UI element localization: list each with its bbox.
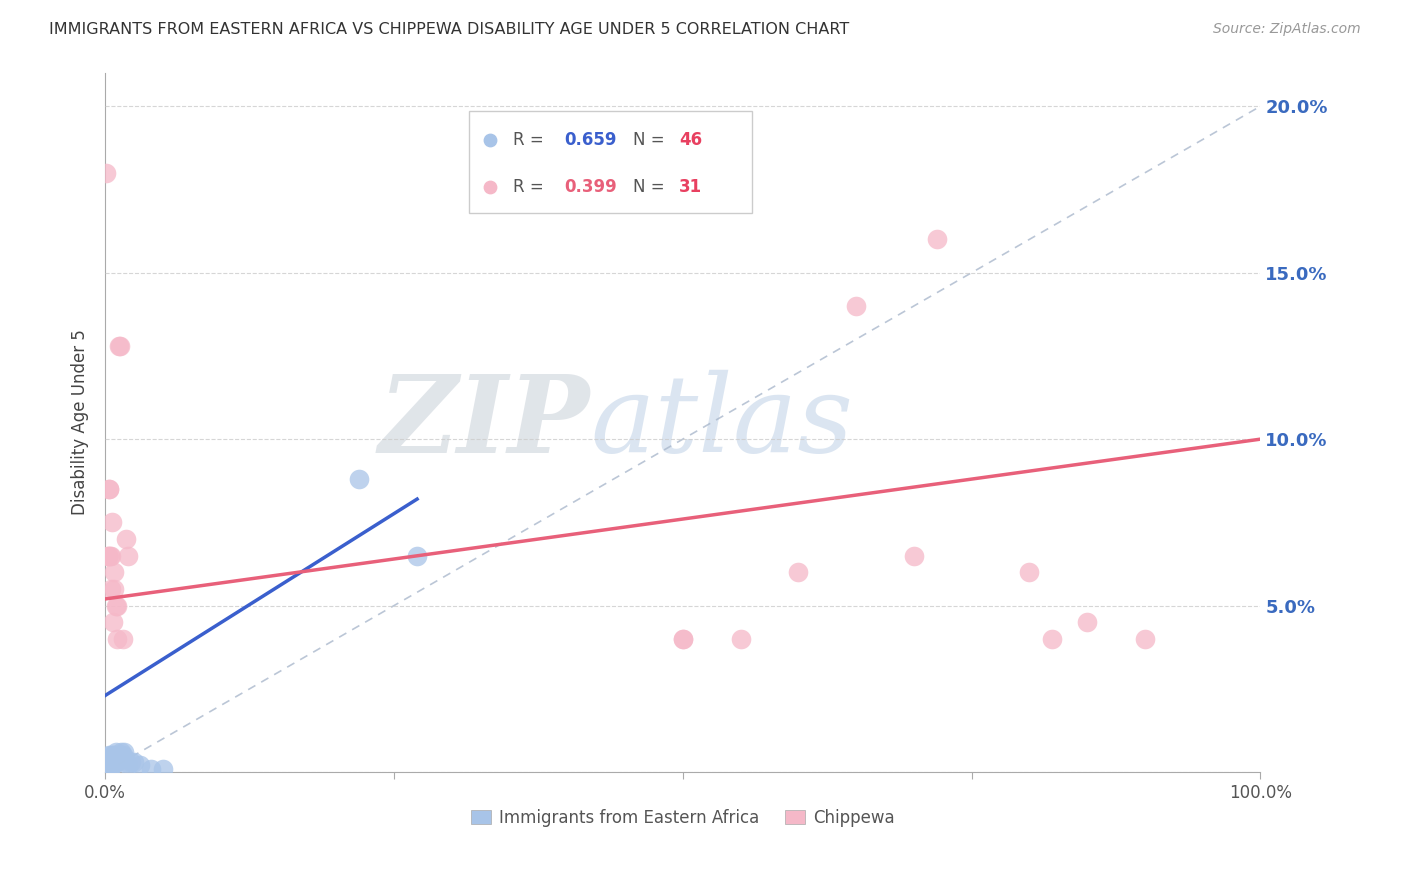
Point [97,482,120,496]
Point [104,752,127,766]
Point [104,745,127,759]
Point [96,752,118,766]
Point [120,755,142,769]
Point [98,549,121,563]
Point [96,758,118,772]
Text: R =: R = [513,178,548,196]
Point [672,632,695,646]
Point [114,752,136,766]
Point [1133,632,1156,646]
Point [100,748,122,763]
Point [103,755,125,769]
Point [96,755,118,769]
Point [845,299,868,313]
Point [97,752,120,766]
Point [103,582,125,596]
Point [96,549,118,563]
Point [100,758,122,772]
Text: Source: ZipAtlas.com: Source: ZipAtlas.com [1213,22,1361,37]
Text: N =: N = [633,178,671,196]
Point [97,758,120,772]
Point [115,755,138,769]
Point [110,339,132,353]
Text: atlas: atlas [591,370,853,475]
Point [96,758,118,772]
Point [730,632,752,646]
Point [96,549,118,563]
Point [96,762,118,776]
Point [100,549,122,563]
Text: R =: R = [513,131,548,149]
Point [115,532,138,546]
Y-axis label: Disability Age Under 5: Disability Age Under 5 [72,329,89,516]
Legend: Immigrants from Eastern Africa, Chippewa: Immigrants from Eastern Africa, Chippewa [464,802,901,834]
Point [103,758,125,772]
Point [112,745,135,759]
Point [128,758,150,772]
Point [117,549,139,563]
Point [117,758,139,772]
Point [94,762,117,776]
Point [105,599,128,613]
Text: N =: N = [633,131,671,149]
Point [672,632,695,646]
Point [107,748,129,763]
Point [96,762,118,776]
Point [100,755,122,769]
Point [103,615,125,630]
Point [787,566,810,580]
Point [903,549,925,563]
Text: ZIP: ZIP [380,369,591,475]
Point [100,582,122,596]
Point [97,762,120,776]
Text: IMMIGRANTS FROM EASTERN AFRICA VS CHIPPEWA DISABILITY AGE UNDER 5 CORRELATION CH: IMMIGRANTS FROM EASTERN AFRICA VS CHIPPE… [49,22,849,37]
Point [152,762,174,776]
Point [111,632,134,646]
Point [103,748,125,763]
Point [98,755,121,769]
Point [103,748,125,763]
Point [110,745,132,759]
Point [122,755,145,769]
Point [349,472,371,486]
Point [110,748,132,763]
Point [96,166,118,180]
Point [406,549,429,563]
Point [1076,615,1098,630]
Point [98,758,121,772]
Point [105,632,128,646]
Point [101,516,124,530]
Point [108,752,131,766]
Point [104,599,127,613]
Point [925,232,948,246]
Point [141,762,163,776]
Point [105,755,128,769]
Point [103,566,125,580]
Point [97,758,120,772]
Point [96,755,118,769]
Point [98,762,121,776]
Text: 0.399: 0.399 [564,178,617,196]
Point [111,748,134,763]
Point [105,748,128,763]
Point [101,755,124,769]
Point [1042,632,1064,646]
Text: 31: 31 [679,178,703,196]
Point [97,748,120,763]
FancyBboxPatch shape [470,112,752,213]
Point [108,339,131,353]
Point [103,752,125,766]
Text: 46: 46 [679,131,703,149]
Point [97,482,120,496]
Text: 0.659: 0.659 [564,131,616,149]
Point [1018,566,1040,580]
Point [101,752,124,766]
